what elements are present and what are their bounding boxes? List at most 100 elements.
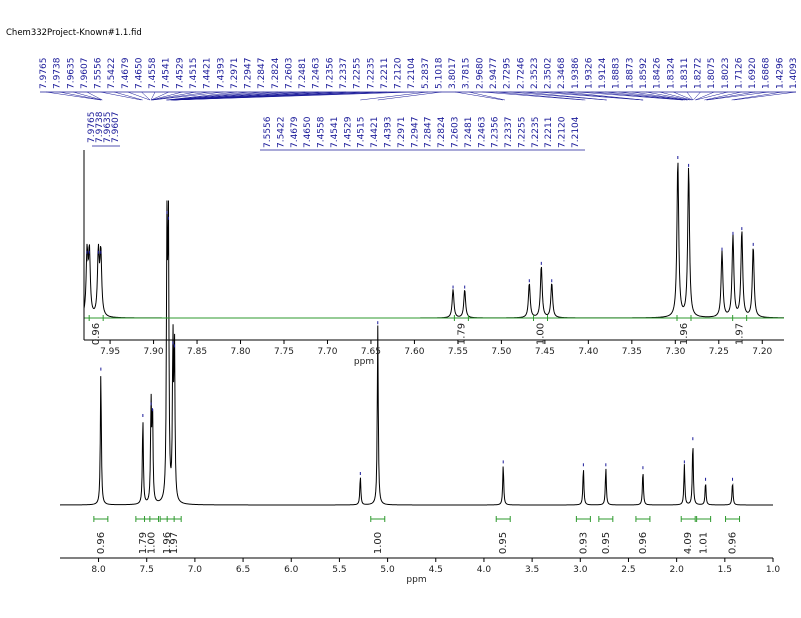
- inset-mid-peak-label-14: 7.2603: [450, 117, 460, 149]
- top-label-connector-9: [151, 91, 169, 101]
- top-label-connector-33: [495, 91, 586, 101]
- top-label-connector-11: [151, 91, 197, 101]
- inset-tick-label-12: 7.35: [622, 347, 642, 357]
- top-peak-label-21: 7.2356: [325, 57, 335, 89]
- inset-tick-label-9: 7.50: [491, 347, 511, 357]
- top-peak-label-17: 7.2824: [271, 57, 281, 89]
- top-label-connector-49: [695, 91, 715, 101]
- top-peak-label-33: 2.9477: [489, 58, 499, 90]
- inset-tick-label-15: 7.20: [752, 347, 772, 357]
- top-label-connector-48: [693, 91, 701, 101]
- top-peak-label-29: 5.1018: [434, 57, 444, 89]
- top-label-connector-32: [482, 91, 584, 101]
- top-label-connector-29: [377, 91, 442, 101]
- inset-tick-label-4: 7.75: [274, 347, 294, 357]
- inset-mid-peak-label-16: 7.2463: [477, 117, 487, 149]
- inset-mid-peak-label-23: 7.2104: [571, 116, 581, 148]
- top-label-connector-6: [127, 91, 150, 101]
- inset-left-peak-label-2: 7.9635: [103, 112, 113, 144]
- top-peak-label-31: 3.7815: [462, 58, 472, 90]
- inset-tick-label-10: 7.45: [535, 347, 555, 357]
- main-tick-label-11: 2.5: [621, 565, 635, 575]
- top-peak-label-2: 7.9635: [66, 58, 76, 90]
- inset-integral-label-1: 1.79: [456, 323, 467, 345]
- top-peak-label-26: 7.2120: [394, 57, 404, 89]
- main-integral-label-11: 1.01: [699, 532, 710, 554]
- top-label-connector-7: [141, 91, 151, 101]
- main-tick-label-13: 1.5: [718, 565, 732, 575]
- top-peak-label-18: 7.2603: [284, 58, 294, 90]
- main-tick-label-8: 4.0: [477, 565, 492, 575]
- top-peak-label-43: 1.8873: [625, 58, 635, 90]
- main-integral-label-7: 0.93: [578, 532, 589, 554]
- top-peak-label-16: 7.2847: [257, 58, 267, 90]
- top-peak-label-40: 1.9326: [584, 57, 594, 89]
- top-label-connector-41: [605, 91, 686, 101]
- top-peak-label-30: 3.8017: [448, 58, 458, 90]
- top-label-connector-13: [152, 91, 224, 101]
- inset-tick-label-3: 7.80: [230, 347, 250, 357]
- top-label-connector-34: [509, 91, 607, 101]
- top-peak-label-0: 7.9765: [39, 58, 49, 90]
- top-peak-label-4: 7.5556: [94, 57, 104, 89]
- main-tick-label-5: 5.5: [332, 565, 346, 575]
- spectrum-title: Chem332Project-Known#1.1.fid: [6, 28, 142, 38]
- top-peak-label-46: 1.8324: [666, 57, 676, 89]
- top-peak-label-55: 1.4093: [789, 58, 799, 90]
- main-tick-label-12: 2.0: [669, 565, 684, 575]
- top-label-connector-12: [152, 91, 210, 101]
- inset-tick-label-7: 7.60: [404, 347, 424, 357]
- top-peak-label-14: 7.2971: [230, 58, 240, 90]
- top-peak-label-35: 2.7246: [516, 57, 526, 89]
- main-tick-label-7: 4.5: [429, 565, 443, 575]
- main-integral-label-1: 1.79: [138, 532, 149, 554]
- main-tick-label-4: 6.0: [284, 565, 299, 575]
- top-peak-label-52: 1.6920: [748, 57, 758, 89]
- top-label-connector-8: [150, 91, 156, 101]
- top-label-connector-46: [673, 91, 693, 101]
- top-peak-label-32: 2.9680: [475, 57, 485, 89]
- inset-mid-peak-label-15: 7.2481: [464, 117, 474, 149]
- top-label-connector-30: [455, 91, 504, 101]
- main-tick-label-2: 7.0: [188, 565, 203, 575]
- top-peak-label-54: 1.4296: [775, 57, 785, 89]
- top-peak-label-22: 7.2337: [339, 58, 349, 90]
- top-peak-label-45: 1.8426: [653, 57, 663, 89]
- inset-mid-peak-label-18: 7.2337: [504, 117, 514, 148]
- top-peak-label-51: 1.7126: [734, 57, 744, 89]
- main-spectrum-line: [59, 200, 773, 506]
- top-label-connector-52: [706, 91, 756, 101]
- inset-tick-label-6: 7.65: [361, 347, 381, 357]
- main-integral-label-8: 0.95: [601, 532, 612, 554]
- inset-mid-peak-label-17: 7.2356: [491, 116, 501, 148]
- top-label-connector-5: [114, 91, 143, 101]
- top-peak-label-36: 2.3523: [530, 58, 540, 90]
- inset-mid-peak-label-1: 7.5422: [276, 117, 286, 149]
- main-tick-label-3: 6.5: [236, 565, 250, 575]
- inset-tick-label-2: 7.85: [187, 347, 207, 357]
- top-peak-label-10: 7.4529: [175, 57, 185, 89]
- top-peak-label-39: 1.9386: [571, 57, 581, 89]
- top-label-connector-28: [360, 91, 428, 101]
- top-label-connector-38: [564, 91, 644, 101]
- top-label-connector-3: [86, 91, 103, 101]
- top-label-connector-1: [59, 91, 102, 101]
- inset-spectrum-line: [83, 162, 785, 319]
- top-label-connector-42: [618, 91, 688, 101]
- top-peak-label-41: 1.9124: [598, 57, 608, 89]
- top-peak-label-44: 1.8592: [639, 58, 649, 90]
- top-label-connector-54: [731, 91, 783, 101]
- top-label-connector-51: [704, 91, 742, 101]
- top-label-connector-40: [591, 91, 684, 101]
- main-integral-label-2: 1.00: [147, 532, 158, 554]
- top-peak-label-5: 7.5422: [107, 57, 117, 89]
- top-label-connector-27: [174, 91, 415, 101]
- main-x-axis-label: ppm: [406, 575, 426, 585]
- top-peak-label-25: 7.2211: [380, 58, 390, 90]
- main-tick-label-9: 3.5: [525, 565, 539, 575]
- top-peak-label-48: 1.8272: [694, 58, 704, 90]
- inset-mid-peak-label-2: 7.4679: [290, 116, 300, 148]
- main-integral-label-5: 1.00: [373, 532, 384, 554]
- top-peak-label-34: 2.7295: [503, 58, 513, 90]
